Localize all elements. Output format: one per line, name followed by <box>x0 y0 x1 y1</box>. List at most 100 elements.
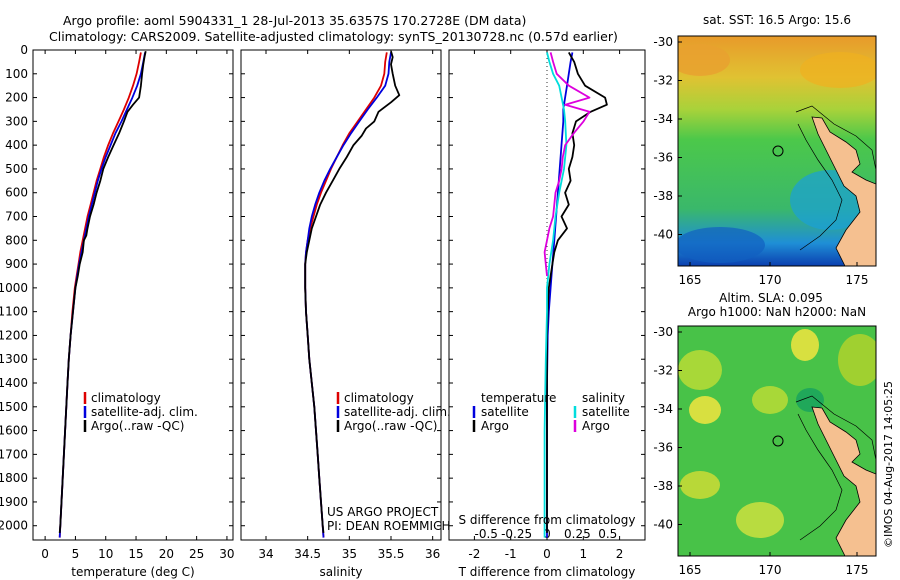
x-tick-label: 2 <box>616 547 624 561</box>
legend-label: climatology <box>91 391 161 405</box>
map-x-tick-label: 165 <box>679 273 702 287</box>
x-tick-label: 20 <box>159 547 174 561</box>
legend-header-salinity: salinity <box>582 391 625 405</box>
map-y-tick-label: -30 <box>653 325 673 339</box>
difference-legend: temperature salinity satellite Argo sate… <box>472 391 630 433</box>
shelf-contour <box>795 395 876 541</box>
legend-label: Argo <box>582 419 610 433</box>
s-tick-label: 0.5 <box>598 527 617 541</box>
depth-tick-label: 1600 <box>0 424 28 438</box>
header-line1: Argo profile: aoml 5904331_1 28-Jul-2013… <box>63 13 527 28</box>
depth-tick-label: 200 <box>5 91 28 105</box>
depth-tick-label: 1500 <box>0 400 28 414</box>
depth-tick-label: 0 <box>20 43 28 57</box>
map-y-tick-label: -36 <box>653 151 673 165</box>
legend-label: Argo <box>481 419 509 433</box>
sst-map <box>678 36 876 266</box>
sst-warm-patch <box>800 52 876 88</box>
x-tick-label: 0 <box>543 547 551 561</box>
pi-label: PI: DEAN ROEMMICH <box>327 519 450 533</box>
difference-x-axis: -2 -1 0 1 2-0.5 -0.25 0 0.25 0.5 <box>468 50 623 561</box>
x-tick-label: 35.5 <box>378 547 405 561</box>
header-line2: Climatology: CARS2009. Satellite-adjuste… <box>49 29 618 44</box>
depth-tick-label: 900 <box>5 257 28 271</box>
new-zealand-land <box>811 116 876 266</box>
legend-header-temperature: temperature <box>481 391 556 405</box>
map-y-tick-label: -38 <box>653 189 673 203</box>
legend-label: satellite-adj. clim. <box>344 405 451 419</box>
argo-location-marker <box>772 435 784 447</box>
sla-high-patch <box>689 396 721 424</box>
shelf-contour <box>795 105 876 251</box>
map-y-tick-label: -32 <box>653 364 673 378</box>
x-tick-label: 15 <box>128 547 143 561</box>
map-x-tick-label: 165 <box>679 563 702 577</box>
map-x-tick-label: 175 <box>846 563 869 577</box>
temperature-xlabel: temperature (deg C) <box>71 565 194 579</box>
x-tick-label: 25 <box>189 547 204 561</box>
x-tick-label: 34 <box>258 547 273 561</box>
depth-tick-label: 700 <box>5 210 28 224</box>
map-y-tick-label: -40 <box>653 518 673 532</box>
map-x-tick-label: 175 <box>846 273 869 287</box>
x-tick-label: 5 <box>72 547 80 561</box>
argo-location-marker <box>772 145 784 157</box>
sla-high-patch <box>736 502 784 538</box>
x-tick-label: 30 <box>219 547 234 561</box>
depth-tick-label: 1800 <box>0 471 28 485</box>
map-y-tick-label: -32 <box>653 74 673 88</box>
depth-tick-label: 300 <box>5 114 28 128</box>
sla-high-patch <box>752 386 788 414</box>
depth-tick-label: 400 <box>5 138 28 152</box>
depth-axis: 0 100 200 300 400 500 600 700 800 900 1000 1100 1200… <box>0 43 645 533</box>
sst-cool-patch <box>678 227 765 263</box>
sla-low-patch <box>796 388 824 412</box>
depth-tick-label: 1300 <box>0 352 28 366</box>
sla-map-title-1: Altim. SLA: 0.095 <box>719 291 823 305</box>
project-label: US ARGO PROJECT <box>327 505 439 519</box>
x-tick-label: -2 <box>468 547 480 561</box>
legend-label: satellite-adj. clim. <box>91 405 198 419</box>
depth-tick-label: 800 <box>5 233 28 247</box>
temperature-x-axis: 0 5 10 15 20 25 30 <box>41 50 235 561</box>
sla-high-patch <box>678 350 722 390</box>
depth-tick-label: 1000 <box>0 281 28 295</box>
s-tick-label: -0.25 <box>501 527 532 541</box>
depth-tick-label: 1700 <box>0 447 28 461</box>
x-tick-label: 10 <box>98 547 113 561</box>
sst-warm-patch <box>678 44 730 76</box>
profile-lines <box>58 50 608 538</box>
depth-tick-label: 2000 <box>0 519 28 533</box>
x-tick-label: 35 <box>342 547 357 561</box>
series-line-argo-raw-qc <box>304 50 401 533</box>
series-line-argo <box>543 52 591 277</box>
sst-map-frame <box>677 35 877 267</box>
depth-tick-label: 500 <box>5 162 28 176</box>
difference-xlabel-top: S difference from climatology <box>459 513 636 527</box>
sla-high-patch <box>791 329 819 361</box>
series-line-argo-raw-qc <box>58 51 147 533</box>
temperature-legend: climatology satellite-adj. clim. Argo(..… <box>83 391 198 433</box>
difference-xlabel: T difference from climatology <box>458 565 636 579</box>
legend-label: satellite <box>481 405 529 419</box>
map-y-tick-label: -30 <box>653 35 673 49</box>
salinity-xlabel: salinity <box>319 565 362 579</box>
map-y-tick-label: -34 <box>653 402 673 416</box>
legend-label: Argo(..raw -QC) <box>91 419 184 433</box>
depth-tick-label: 100 <box>5 67 28 81</box>
x-tick-label: 1 <box>579 547 587 561</box>
imos-stamp: ©IMOS 04-Aug-2017 14:05:25 <box>882 381 895 548</box>
map-y-tick-label: -38 <box>653 479 673 493</box>
sla-map-frame <box>677 325 877 557</box>
series-line-satellite <box>543 52 568 538</box>
sla-map <box>678 326 876 556</box>
sst-map-title: sat. SST: 16.5 Argo: 15.6 <box>703 13 851 27</box>
legend-label: climatology <box>344 391 414 405</box>
depth-tick-label: 1900 <box>0 495 28 509</box>
temperature-panel-frame <box>32 49 234 541</box>
legend-label: satellite <box>582 405 630 419</box>
map-x-tick-label: 170 <box>759 273 782 287</box>
depth-tick-label: 600 <box>5 186 28 200</box>
sla-high-patch <box>838 334 876 386</box>
